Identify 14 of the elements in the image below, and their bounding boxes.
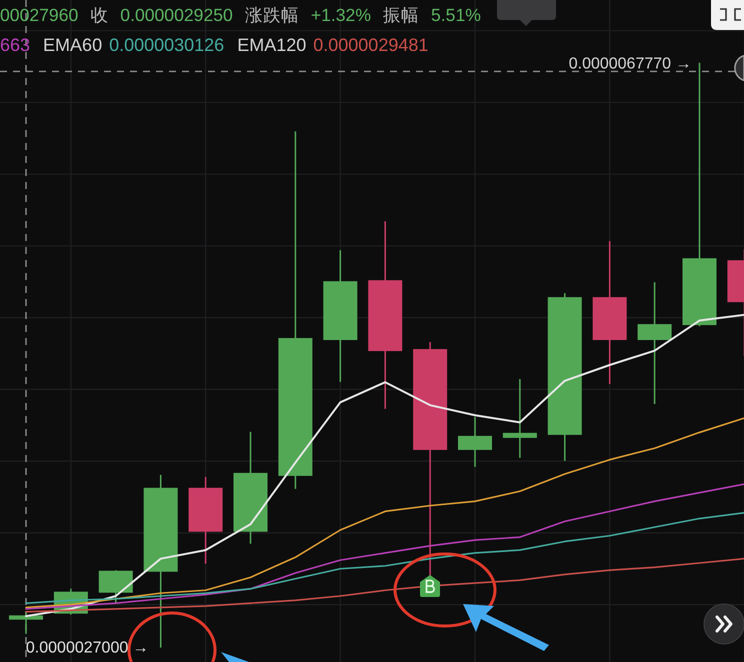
- price-note-high: 0.0000067770 →: [568, 56, 692, 73]
- annotation: 663: [0, 35, 30, 55]
- price-note-low: 0.0000027000 →: [26, 640, 149, 657]
- annotation: 振幅: [382, 5, 419, 25]
- annotation: +1.32%: [310, 5, 372, 25]
- annotation: EMA120: [237, 35, 306, 55]
- annotation: 0.0000029250: [120, 5, 234, 25]
- annotation: 0.0000029481: [313, 35, 428, 55]
- annotation: 00027960: [0, 5, 78, 25]
- annotation: 5.51%: [430, 5, 482, 25]
- annotation: 收: [90, 5, 108, 25]
- annotation: 0.0000030126: [109, 35, 224, 55]
- annotation: EMA60: [43, 35, 102, 55]
- annotation: 涨跌幅: [244, 5, 299, 25]
